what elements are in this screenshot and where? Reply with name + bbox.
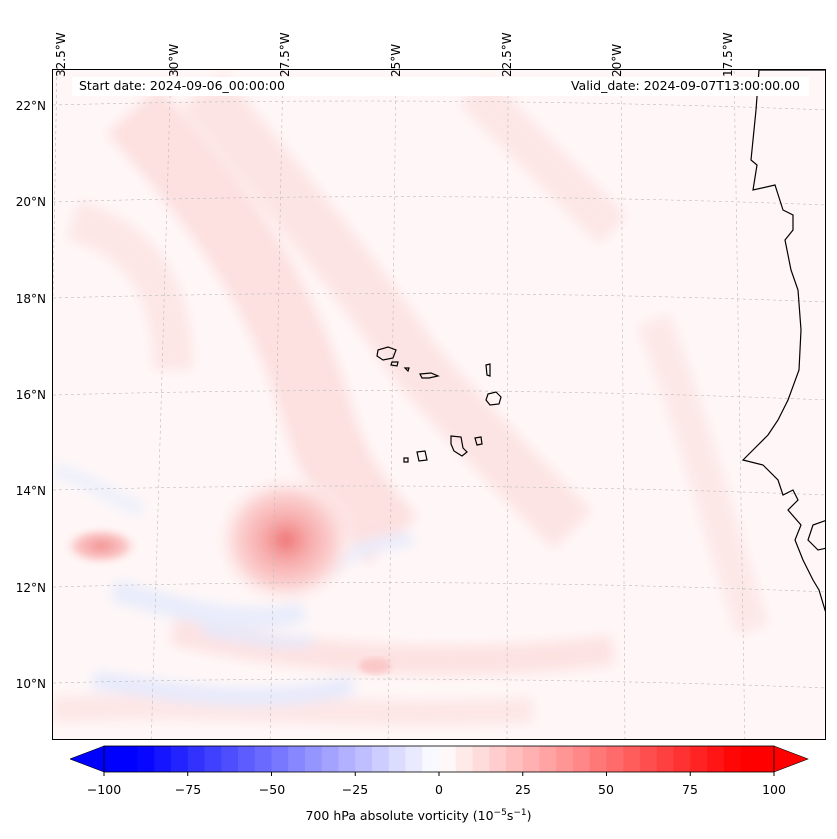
colorbar-cell xyxy=(422,746,440,772)
colorbar-cell xyxy=(623,746,641,772)
colorbar-cell xyxy=(707,746,725,772)
colorbar-cell xyxy=(673,746,691,772)
latitude-label: 14°N xyxy=(15,484,46,498)
colorbar-cell xyxy=(137,746,155,772)
colorbar-tick-label: 100 xyxy=(762,782,786,797)
colorbar-cell xyxy=(640,746,658,772)
colorbar-cell xyxy=(221,746,239,772)
colorbar-cell xyxy=(288,746,306,772)
latitude-label: 18°N xyxy=(15,292,46,306)
colorbar-cell xyxy=(355,746,373,772)
vorticity-field xyxy=(53,72,770,726)
longitude-label: 27.5°W xyxy=(278,32,292,77)
colorbar-cell xyxy=(120,746,138,772)
longitude-label: 22.5°W xyxy=(500,32,514,77)
colorbar-cell xyxy=(254,746,272,772)
colorbar-cell xyxy=(388,746,406,772)
coastline xyxy=(376,70,825,612)
colorbar-extend-low xyxy=(70,745,105,773)
colorbar-cell xyxy=(589,746,607,772)
longitude-label: 25°W xyxy=(389,43,403,77)
colorbar-cell xyxy=(723,746,741,772)
colorbar-cell xyxy=(154,746,172,772)
longitude-label: 30°W xyxy=(167,43,181,77)
colorbar-tick-label: 0 xyxy=(435,782,443,797)
colorbar-cell xyxy=(740,746,758,772)
colorbar-cell xyxy=(506,746,524,772)
colorbar-cell xyxy=(321,746,339,772)
gridlines xyxy=(53,70,825,739)
colorbar-label: 700 hPa absolute vorticity (10−5s−1) xyxy=(305,808,532,824)
map-plot-area xyxy=(52,69,826,740)
colorbar-tick-label: −50 xyxy=(258,782,286,797)
colorbar-cell xyxy=(690,746,708,772)
latitude-label: 20°N xyxy=(15,195,46,209)
colorbar-cell xyxy=(104,746,122,772)
colorbar-extend-high xyxy=(773,745,809,773)
colorbar-tick-label: 50 xyxy=(598,782,614,797)
colorbar xyxy=(70,745,809,776)
colorbar-tick-label: −25 xyxy=(341,782,369,797)
latitude-label: 16°N xyxy=(15,388,46,402)
colorbar-cell xyxy=(338,746,356,772)
colorbar-cell xyxy=(372,746,390,772)
colorbar-cell xyxy=(238,746,256,772)
colorbar-tick-label: −100 xyxy=(86,782,122,797)
colorbar-cell xyxy=(305,746,323,772)
longitude-label: 20°W xyxy=(610,43,624,77)
colorbar-cell xyxy=(405,746,423,772)
longitude-label: 17.5°W xyxy=(721,32,735,77)
latitude-label: 10°N xyxy=(15,677,46,691)
colorbar-cell xyxy=(455,746,473,772)
latitude-label: 22°N xyxy=(15,99,46,113)
colorbar-cell xyxy=(489,746,507,772)
colorbar-cell xyxy=(539,746,557,772)
colorbar-cell xyxy=(757,746,775,772)
colorbar-cell xyxy=(656,746,674,772)
date-header-bar xyxy=(72,77,809,96)
colorbar-cell xyxy=(204,746,222,772)
colorbar-tick-label: −75 xyxy=(174,782,202,797)
colorbar-cell xyxy=(522,746,540,772)
start-date-text: Start date: 2024-09-06_00:00:00 xyxy=(79,78,285,93)
valid-date-text: Valid_date: 2024-09-07T13:00:00.00 xyxy=(570,78,800,93)
colorbar-cell xyxy=(187,746,205,772)
colorbar-cell xyxy=(556,746,574,772)
latitude-label: 12°N xyxy=(15,581,46,595)
map-canvas xyxy=(53,70,825,739)
colorbar-cell xyxy=(439,746,457,772)
colorbar-cell xyxy=(573,746,591,772)
colorbar-cell xyxy=(271,746,289,772)
longitude-label: 32.5°W xyxy=(54,32,68,77)
vortex-center xyxy=(61,470,391,674)
colorbar-cell xyxy=(472,746,490,772)
colorbar-cell xyxy=(171,746,189,772)
colorbar-cell xyxy=(606,746,624,772)
colorbar-tick-label: 75 xyxy=(682,782,698,797)
colorbar-tick-label: 25 xyxy=(515,782,531,797)
